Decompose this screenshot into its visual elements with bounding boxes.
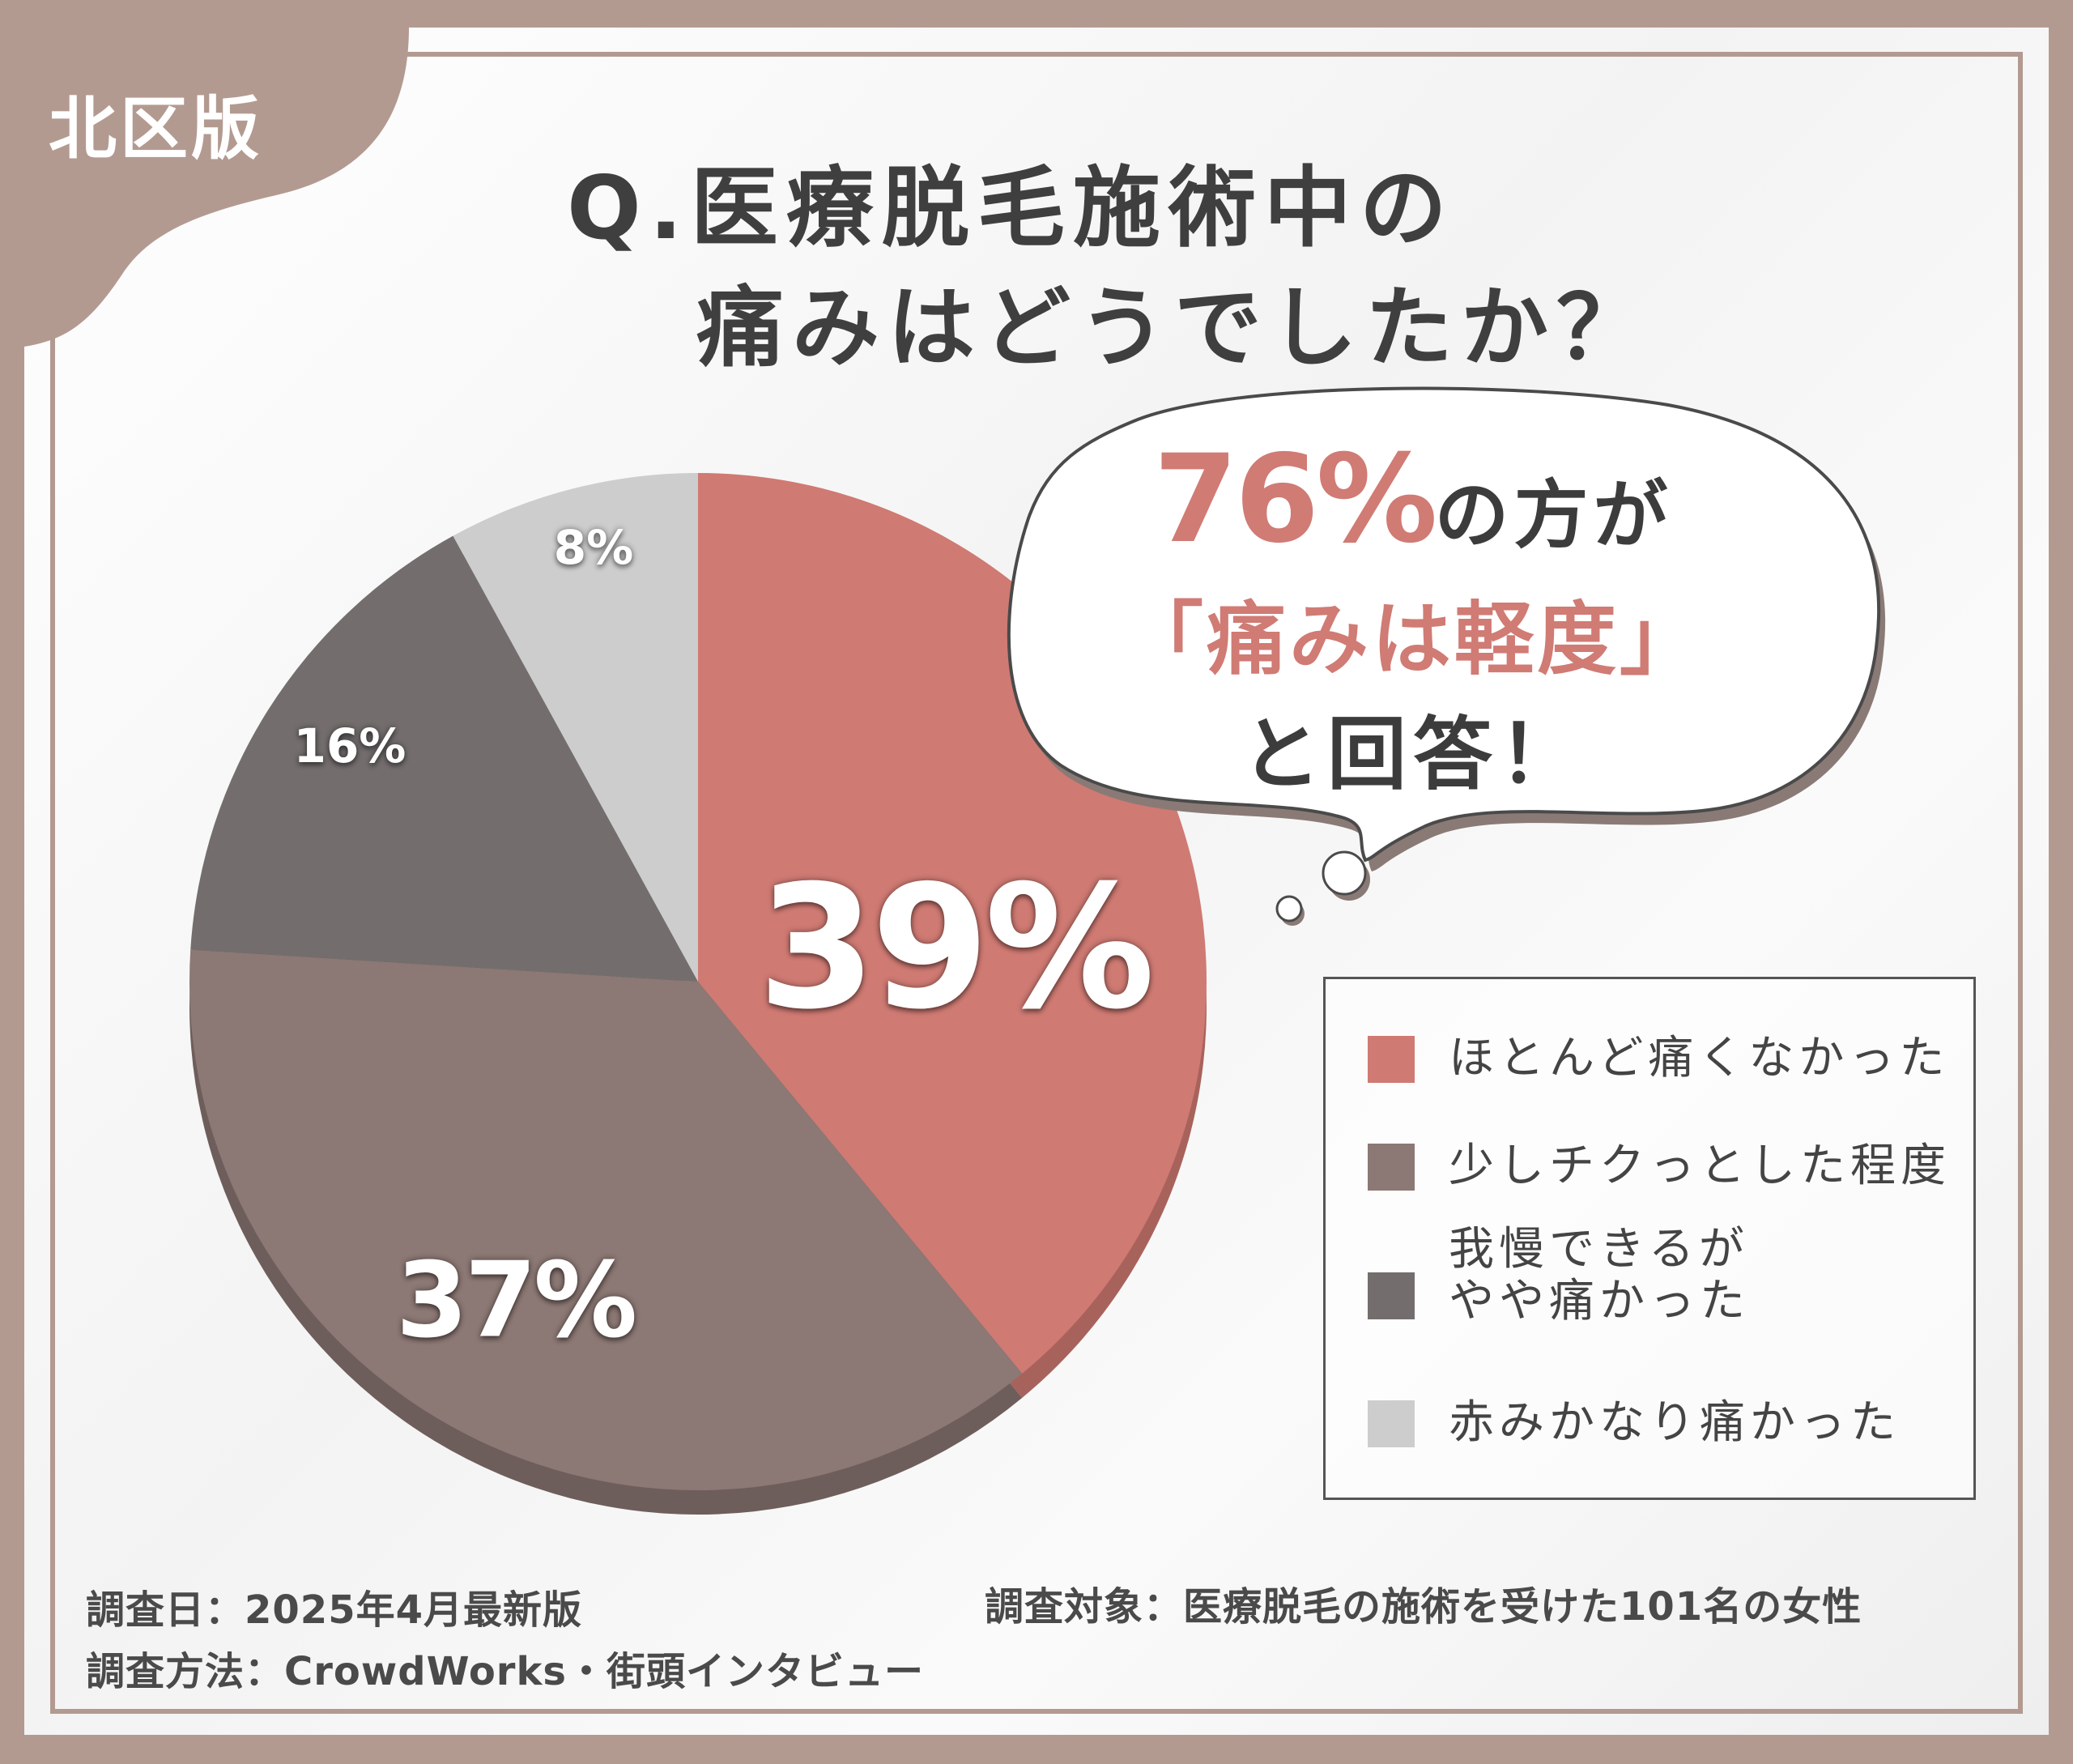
pie-slice	[453, 473, 698, 982]
legend-label-line-1: 我慢できるが	[1449, 1223, 1749, 1276]
legend-swatch	[1368, 1036, 1415, 1083]
question-title-line-2: 痛みはどうでしたか？	[696, 278, 1653, 379]
callout-line-2: 「痛みは軽度」	[1123, 594, 1703, 686]
callout-line-1: 76%の方が	[1153, 429, 1672, 570]
survey-date: 調査日：2025年4月最新版	[86, 1587, 582, 1633]
chart-legend: ほとんど痛くなかった 少しチクっとした程度 我慢できるが やや痛かった 赤みかな…	[1323, 977, 1976, 1500]
question-title-line-1: Q.医療脱毛施術中の	[567, 158, 1455, 259]
survey-method: 調査方法：CrowdWorks・街頭インタビュー	[86, 1649, 924, 1694]
legend-label: 我慢できるが やや痛かった	[1449, 1224, 1750, 1327]
legend-label: 少しチクっとした程度	[1449, 1140, 1951, 1192]
callout-bubble	[1007, 386, 1886, 926]
slice-label-39: 39%	[757, 848, 1156, 1047]
pie-slice	[190, 535, 699, 982]
slice-label-8: 8%	[553, 520, 634, 575]
legend-swatch	[1368, 1144, 1415, 1191]
slice-label-37: 37%	[395, 1240, 637, 1361]
survey-target: 調査対象：医療脱毛の施術を受けた101名の女性	[985, 1584, 1862, 1630]
inner-frame	[50, 52, 2023, 1714]
legend-label: 赤みかなり痛かった	[1449, 1396, 1901, 1449]
slice-label-16: 16%	[293, 718, 407, 773]
pie-slice-group	[189, 473, 1207, 1490]
legend-label-line-2: やや痛かった	[1449, 1275, 1750, 1327]
corner-badge-shape	[24, 28, 409, 347]
pie-slice	[189, 949, 1023, 1490]
legend-label: ほとんど痛くなかった	[1449, 1032, 1950, 1084]
region-badge: 北区版	[49, 89, 263, 168]
callout-line-3: と回答！	[1241, 709, 1586, 801]
callout-line-1-rest: の方が	[1434, 472, 1673, 559]
callout-percent: 76%	[1153, 429, 1437, 570]
legend-swatch	[1368, 1272, 1415, 1319]
legend-swatch	[1368, 1400, 1415, 1447]
